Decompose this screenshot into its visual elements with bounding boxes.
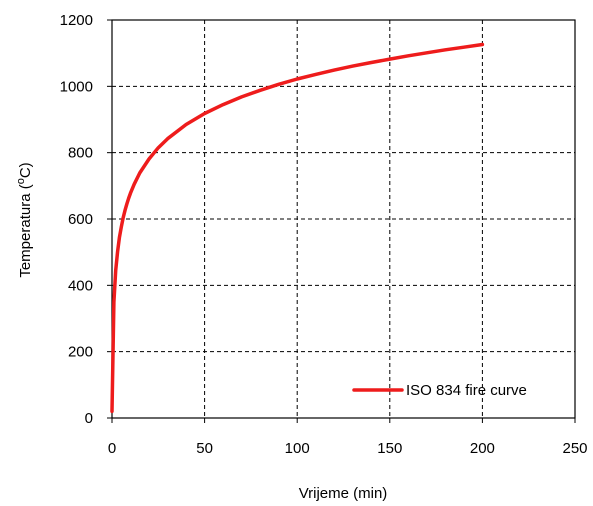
x-tick-label: 150 bbox=[377, 440, 402, 457]
legend: ISO 834 fire curve bbox=[352, 382, 527, 399]
y-tick-label: 1200 bbox=[60, 12, 93, 29]
x-tick-label: 0 bbox=[108, 440, 116, 457]
x-tick-label: 250 bbox=[562, 440, 587, 457]
axis-ticks: 0 50 100 150 200 250 0 200 400 600 800 1000 1200 bbox=[60, 12, 588, 457]
x-axis-label: Vrijeme (min) bbox=[299, 485, 388, 502]
y-tick-label: 200 bbox=[68, 344, 93, 361]
y-axis-label-suffix: C) bbox=[17, 162, 34, 178]
y-tick-label: 600 bbox=[68, 211, 93, 228]
series-layer bbox=[110, 42, 485, 414]
x-tick-label: 100 bbox=[285, 440, 310, 457]
y-tick-label: 800 bbox=[68, 145, 93, 162]
y-axis-label: Temperatura (oC) bbox=[15, 162, 34, 277]
y-tick-label: 0 bbox=[85, 410, 93, 427]
x-tick-label: 200 bbox=[470, 440, 495, 457]
y-axis-label-prefix: Temperatura ( bbox=[17, 184, 34, 277]
legend-label: ISO 834 fire curve bbox=[406, 382, 527, 399]
y-tick-label: 1000 bbox=[60, 78, 93, 95]
x-tick-label: 50 bbox=[196, 440, 213, 457]
y-axis-label-superscript: o bbox=[15, 178, 27, 184]
grid bbox=[112, 20, 575, 418]
y-tick-label: 400 bbox=[68, 277, 93, 294]
